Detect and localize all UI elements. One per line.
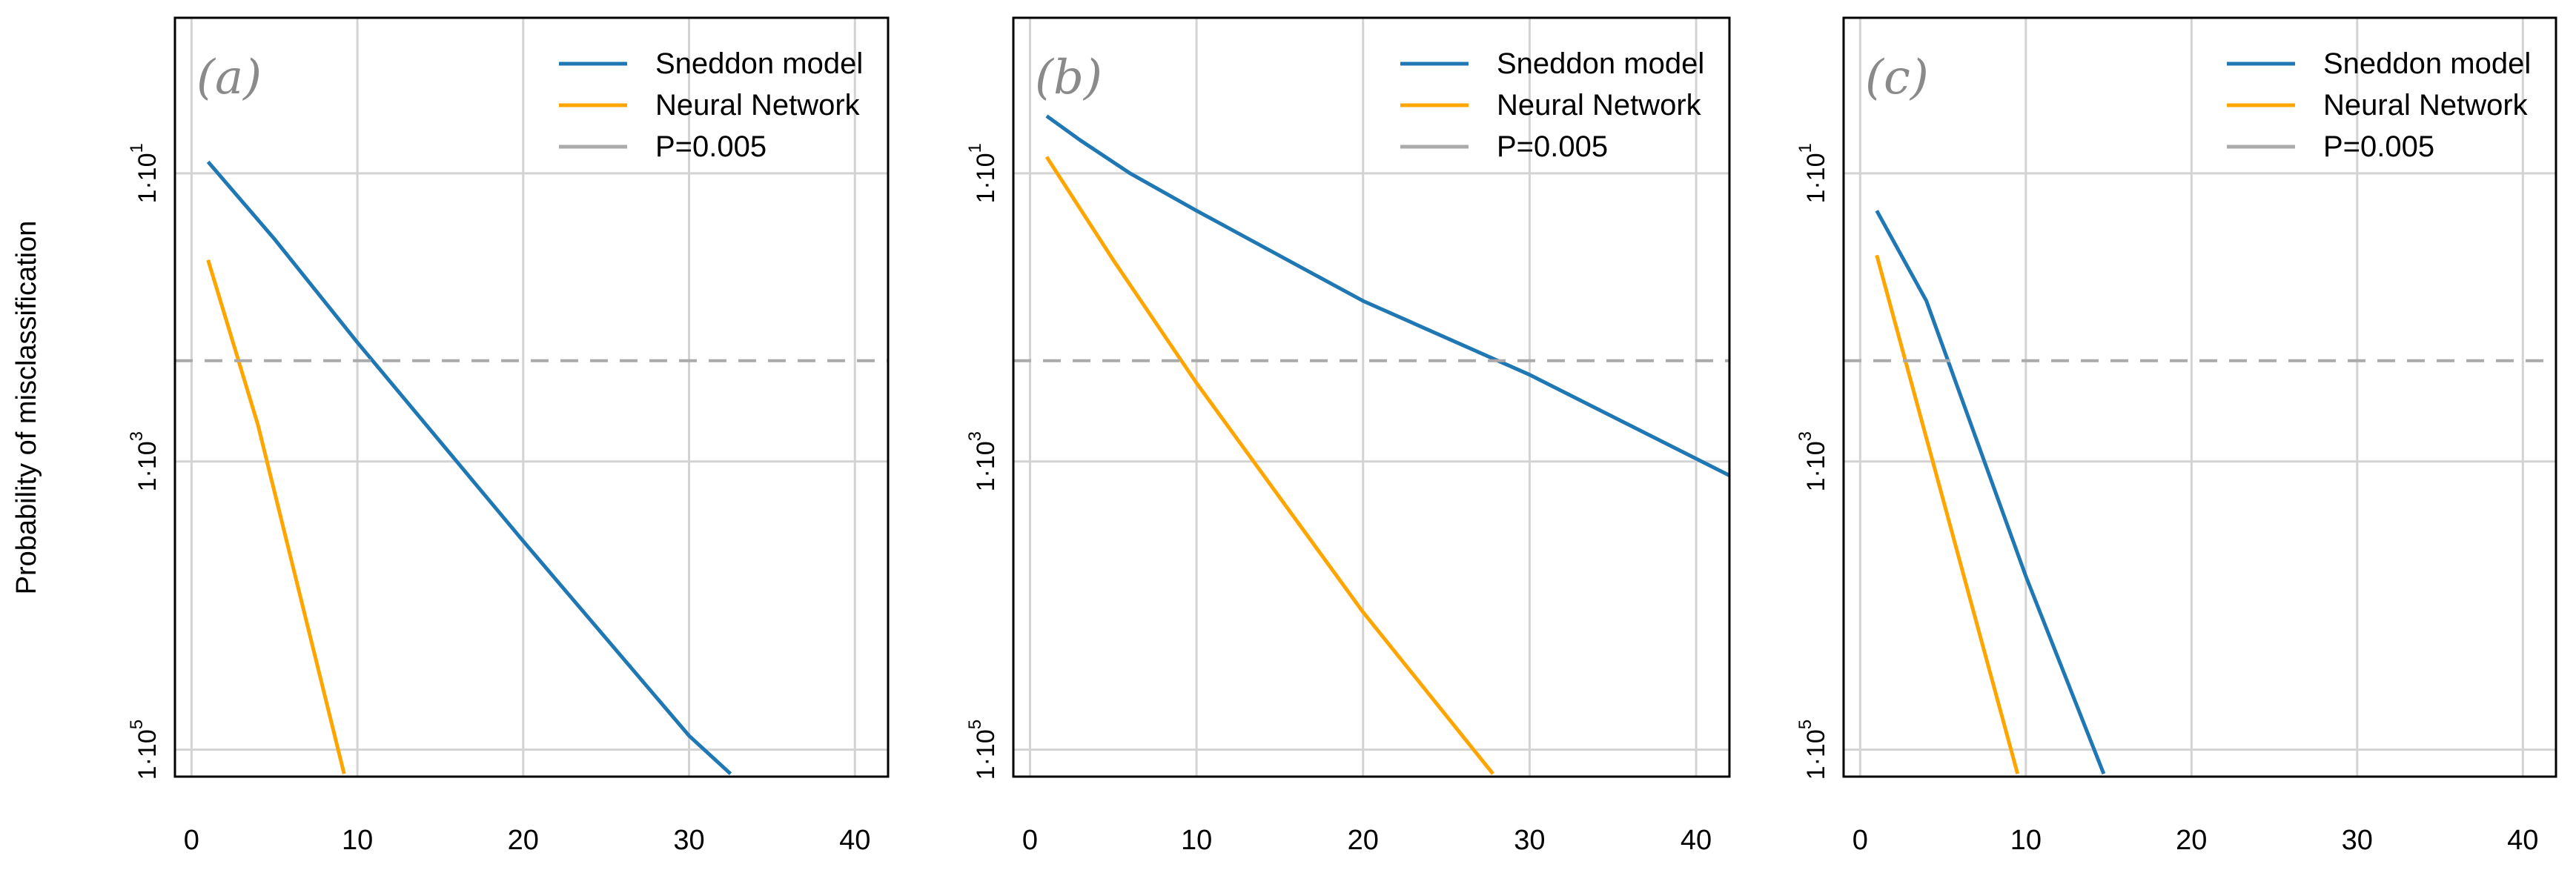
legend-label: Neural Network bbox=[2323, 89, 2529, 122]
x-tick-label: 40 bbox=[2507, 825, 2538, 856]
x-tick-label: 10 bbox=[1181, 825, 1212, 856]
y-tick-label-text: 1·103 bbox=[1795, 431, 1830, 491]
plot-frame bbox=[173, 16, 890, 778]
y-tick-base: 1·10 bbox=[1802, 729, 1830, 780]
x-tick-label: 20 bbox=[2176, 825, 2207, 856]
y-tick-label: 1·101 bbox=[127, 143, 162, 203]
y-tick-exponent: 5 bbox=[127, 720, 147, 729]
series-group bbox=[175, 160, 888, 776]
plot-frame bbox=[1842, 16, 2557, 778]
x-tick-label: 30 bbox=[673, 825, 704, 856]
legend: Sneddon model Neural Network P=0.005 bbox=[1400, 47, 1704, 163]
y-tick-exponent: 1 bbox=[1795, 143, 1815, 153]
y-tick-exponent: 5 bbox=[965, 720, 985, 729]
y-tick-exponent: 3 bbox=[127, 431, 147, 441]
y-tick-label-text: 1·103 bbox=[965, 431, 1000, 491]
panel-label: (b) bbox=[1035, 50, 1102, 105]
legend-label: Sneddon model bbox=[2323, 47, 2531, 80]
series-group bbox=[1013, 114, 1729, 775]
panel-label: (c) bbox=[1865, 50, 1929, 105]
y-tick-label: 1·101 bbox=[965, 143, 1000, 203]
legend: Sneddon model Neural Network P=0.005 bbox=[559, 47, 863, 163]
series-line-neural-network bbox=[1875, 254, 2020, 774]
series-group bbox=[1844, 210, 2556, 775]
x-tick-label: 40 bbox=[1681, 825, 1712, 856]
y-tick-label: 1·105 bbox=[1795, 720, 1830, 780]
legend: Sneddon model Neural Network P=0.005 bbox=[2227, 47, 2531, 163]
y-tick-label: 1·103 bbox=[1795, 431, 1830, 491]
y-tick-base: 1·10 bbox=[1802, 153, 1830, 203]
y-tick-base: 1·10 bbox=[972, 441, 1000, 491]
y-tick-exponent: 1 bbox=[965, 143, 985, 153]
x-tick-label: 10 bbox=[342, 825, 373, 856]
legend-label: P=0.005 bbox=[1497, 130, 1608, 163]
series-line-neural-network bbox=[206, 259, 346, 774]
y-tick-base: 1·10 bbox=[1802, 441, 1830, 491]
y-tick-label: 1·105 bbox=[965, 720, 1000, 780]
y-tick-label-text: 1·105 bbox=[965, 720, 1000, 780]
y-tick-base: 1·10 bbox=[133, 729, 162, 780]
x-tick-label: 10 bbox=[2010, 825, 2042, 856]
y-tick-exponent: 1 bbox=[127, 143, 147, 153]
legend-label: Sneddon model bbox=[1497, 47, 1704, 80]
legend-label: Neural Network bbox=[1497, 89, 1702, 122]
y-tick-label-text: 1·101 bbox=[127, 143, 162, 203]
legend-label: Sneddon model bbox=[655, 47, 863, 80]
y-tick-label: 1·105 bbox=[127, 720, 162, 780]
legend-label: P=0.005 bbox=[2323, 130, 2434, 163]
plot-frame bbox=[1012, 16, 1731, 778]
series-line-sneddon-model bbox=[1875, 210, 2106, 775]
y-tick-base: 1·10 bbox=[133, 153, 162, 203]
y-axis-label: Probability of misclassification bbox=[11, 221, 42, 595]
y-tick-base: 1·10 bbox=[972, 153, 1000, 203]
y-tick-exponent: 5 bbox=[1795, 720, 1815, 729]
panel-label: (a) bbox=[196, 50, 262, 105]
y-tick-exponent: 3 bbox=[965, 431, 985, 441]
x-tick-label: 0 bbox=[1852, 825, 1868, 856]
legend-label: Neural Network bbox=[655, 89, 861, 122]
y-tick-label-text: 1·105 bbox=[127, 720, 162, 780]
y-tick-label: 1·103 bbox=[965, 431, 1000, 491]
series-line-sneddon-model bbox=[1045, 114, 1729, 477]
x-tick-label: 20 bbox=[508, 825, 539, 856]
y-tick-base: 1·10 bbox=[972, 729, 1000, 780]
series-line-sneddon-model bbox=[206, 160, 732, 776]
x-tick-label: 30 bbox=[1514, 825, 1545, 856]
y-tick-label: 1·101 bbox=[1795, 143, 1830, 203]
y-tick-label-text: 1·101 bbox=[965, 143, 1000, 203]
y-tick-base: 1·10 bbox=[133, 441, 162, 491]
x-tick-label: 20 bbox=[1348, 825, 1379, 856]
y-tick-label-text: 1·101 bbox=[1795, 143, 1830, 203]
y-tick-exponent: 3 bbox=[1795, 431, 1815, 441]
y-tick-label: 1·103 bbox=[127, 431, 162, 491]
x-tick-label: 0 bbox=[184, 825, 199, 856]
x-tick-label: 40 bbox=[839, 825, 870, 856]
y-tick-label-text: 1·105 bbox=[1795, 720, 1830, 780]
legend-label: P=0.005 bbox=[655, 130, 766, 163]
x-tick-label: 30 bbox=[2342, 825, 2373, 856]
x-tick-label: 0 bbox=[1022, 825, 1038, 856]
series-line-neural-network bbox=[1044, 156, 1494, 775]
y-tick-label-text: 1·103 bbox=[127, 431, 162, 491]
